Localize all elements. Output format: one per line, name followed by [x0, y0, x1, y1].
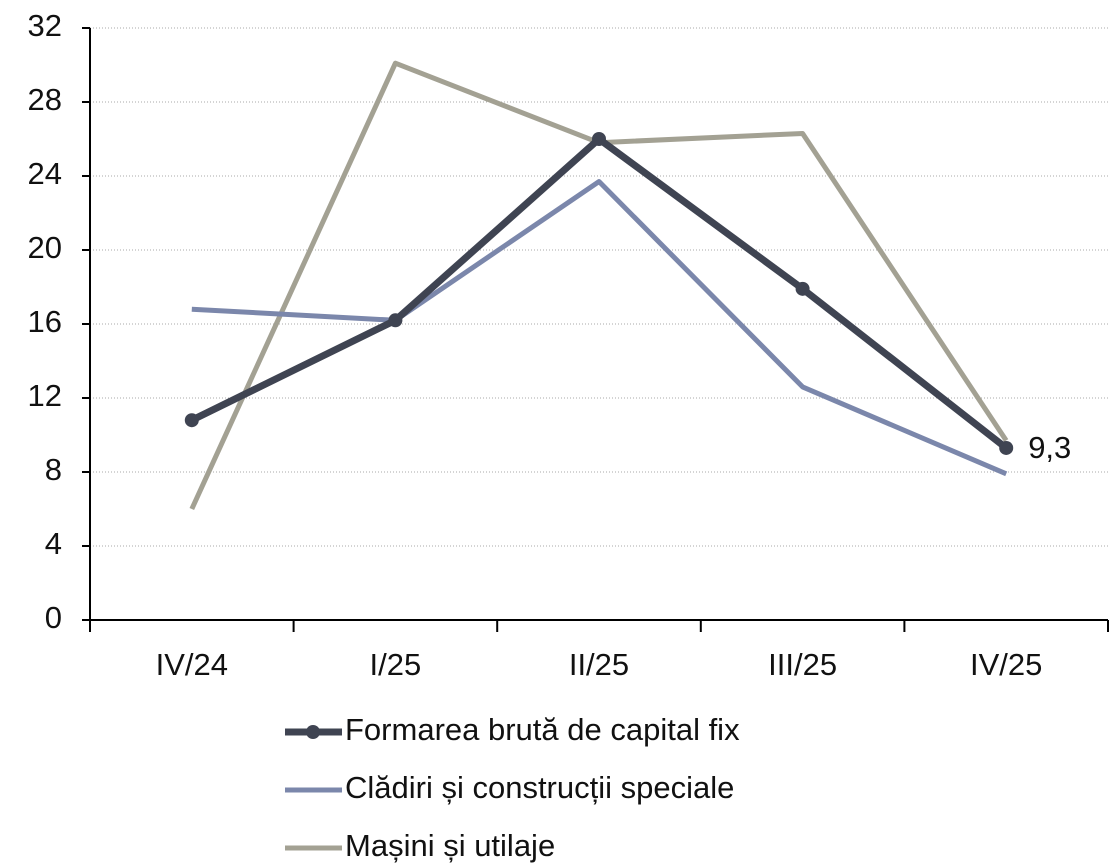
- y-tick-label: 16: [28, 304, 62, 339]
- x-tick-label: II/25: [569, 647, 629, 682]
- y-tick-label: 28: [28, 82, 62, 117]
- y-tick-label: 0: [45, 600, 62, 635]
- point: [795, 281, 810, 296]
- series-line: [189, 60, 1009, 511]
- x-tick-label: I/25: [370, 647, 422, 682]
- y-tick-label: 12: [28, 378, 62, 413]
- legend-label: Mașini și utilaje: [345, 828, 555, 863]
- legend-label: Clădiri și construcții speciale: [345, 770, 734, 805]
- series-line: [191, 179, 1008, 477]
- y-tick-label: 32: [28, 8, 62, 43]
- point: [388, 313, 403, 328]
- y-tick-label: 24: [28, 156, 62, 191]
- x-tick-label: IV/24: [156, 647, 228, 682]
- x-tick-label: IV/25: [970, 647, 1042, 682]
- legend-marker: [306, 725, 320, 739]
- y-tick-label: 4: [45, 526, 62, 561]
- x-tick-label: III/25: [768, 647, 837, 682]
- point: [592, 132, 606, 146]
- y-tick-label: 8: [45, 452, 62, 487]
- point: [999, 440, 1014, 455]
- legend-label: Formarea brută de capital fix: [345, 712, 740, 747]
- series-line: [190, 135, 1009, 451]
- data-label: 9,3: [1028, 430, 1071, 465]
- y-tick-label: 20: [28, 230, 62, 265]
- point: [184, 413, 199, 428]
